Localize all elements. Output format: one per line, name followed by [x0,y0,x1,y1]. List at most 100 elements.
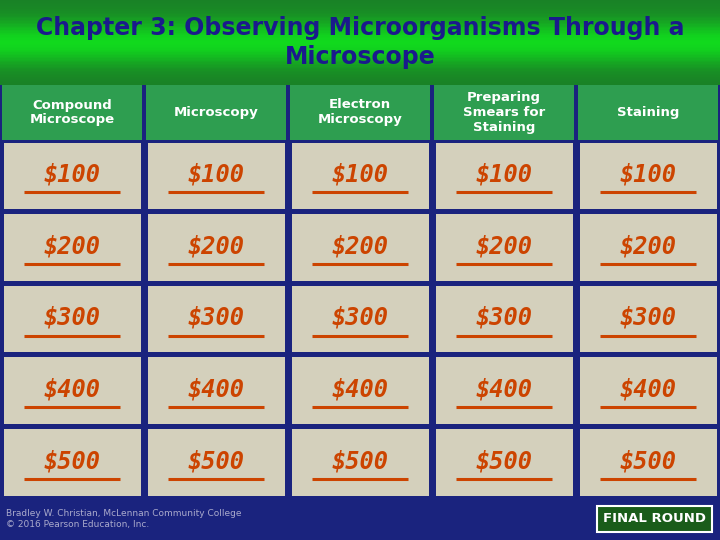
Text: Chapter 3: Observing Microorganisms Through a
Microscope: Chapter 3: Observing Microorganisms Thro… [36,16,684,69]
Bar [0,39,720,41]
Text: FINAL ROUND: FINAL ROUND [603,512,706,525]
Bar [0,55,720,57]
Bar [0,22,720,24]
Bar [148,286,284,352]
Text: $400: $400 [187,377,245,402]
Bar [0,4,720,5]
Bar [148,143,284,209]
Bar [0,63,720,65]
Bar [290,85,430,140]
Text: $400: $400 [619,377,677,402]
Bar [0,6,720,9]
Bar [0,38,720,39]
Bar [148,429,284,496]
Bar [0,62,720,64]
Bar [0,0,720,2]
Bar [0,83,720,85]
Bar [0,60,720,62]
Bar [0,8,720,10]
Bar [436,429,572,496]
Bar [580,357,716,424]
Bar [0,69,720,71]
Bar [0,73,720,75]
Bar [0,43,720,45]
Bar [0,21,720,23]
Bar [0,19,720,21]
Bar [0,53,720,55]
Bar [0,33,720,36]
Bar [436,214,572,281]
Bar [0,45,720,47]
Bar [436,143,572,209]
Bar [148,357,284,424]
Bar [0,24,720,25]
Bar [146,85,286,140]
Bar [578,85,718,140]
Text: Preparing
Smears for
Staining: Preparing Smears for Staining [463,91,545,134]
Bar [434,85,574,140]
Text: $100: $100 [187,163,245,187]
Bar [0,40,720,43]
FancyBboxPatch shape [597,506,712,532]
Text: $300: $300 [187,306,245,330]
Bar [0,31,720,32]
Bar [0,12,720,14]
Bar [0,51,720,52]
Bar [0,75,720,77]
Bar [0,52,720,54]
Text: Compound
Microscope: Compound Microscope [30,98,114,126]
Text: $500: $500 [619,449,677,473]
Bar [0,66,720,68]
Bar [0,11,720,13]
Bar [292,429,428,496]
Text: $300: $300 [475,306,533,330]
Bar [0,48,720,50]
Bar [0,15,720,17]
Text: $400: $400 [43,377,101,402]
Bar [0,498,720,540]
Bar [0,28,720,30]
Bar [0,25,720,27]
Text: $500: $500 [331,449,389,473]
Text: $400: $400 [331,377,389,402]
Bar [4,357,140,424]
Bar [0,59,720,61]
Bar [0,9,720,11]
Bar [292,214,428,281]
Bar [0,49,720,51]
Bar [0,42,720,44]
Bar [0,17,720,18]
Text: Electron
Microscopy: Electron Microscopy [318,98,402,126]
Bar [0,46,720,48]
Bar [0,35,720,37]
Bar [0,36,720,38]
Bar [580,214,716,281]
Text: Staining: Staining [617,106,679,119]
Bar [580,286,716,352]
Bar [436,357,572,424]
Bar [0,79,720,81]
Bar [0,58,720,59]
Bar [0,26,720,28]
Text: $200: $200 [187,234,245,259]
Text: Microscopy: Microscopy [174,106,258,119]
Text: $100: $100 [43,163,101,187]
Text: Bradley W. Christian, McLennan Community College
© 2016 Pearson Education, Inc.: Bradley W. Christian, McLennan Community… [6,509,241,529]
Bar [0,80,720,82]
Bar [292,286,428,352]
Bar [0,76,720,78]
Bar [292,357,428,424]
Text: $500: $500 [187,449,245,473]
Bar [4,214,140,281]
Bar [0,32,720,34]
Bar [292,143,428,209]
Text: $200: $200 [619,234,677,259]
Text: $200: $200 [331,234,389,259]
Bar [436,286,572,352]
Bar [0,72,720,73]
Bar [148,214,284,281]
Bar [0,70,720,72]
Text: $300: $300 [43,306,101,330]
Text: $300: $300 [619,306,677,330]
Bar [580,143,716,209]
